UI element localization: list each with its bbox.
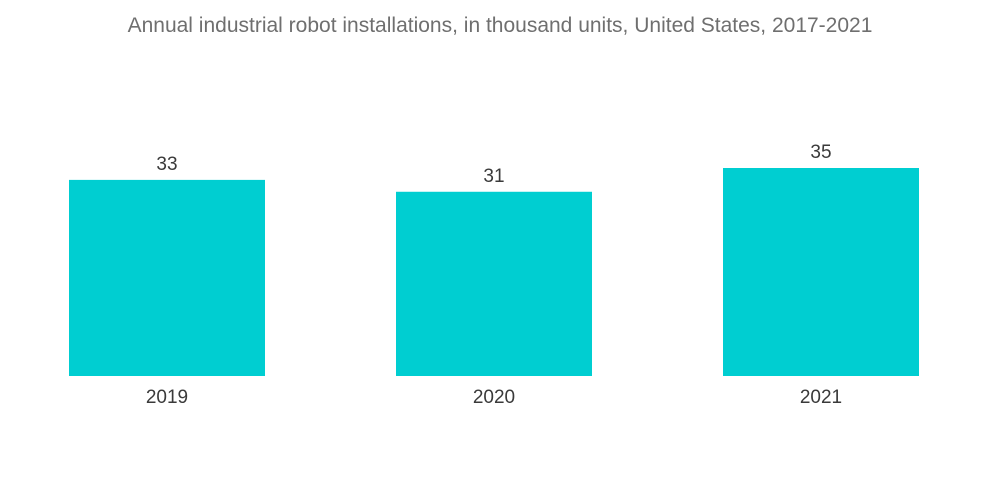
value-label-2020: 31: [483, 166, 504, 187]
bar-2020: [396, 191, 592, 376]
value-labels-group: 33 31 35: [156, 142, 831, 187]
x-tick-label-2020: 2020: [473, 387, 515, 408]
bar-2019: [69, 179, 265, 376]
x-tick-label-2019: 2019: [146, 387, 188, 408]
chart-title: Annual industrial robot installations, i…: [127, 14, 873, 37]
x-tick-label-2021: 2021: [800, 387, 842, 408]
value-label-2021: 35: [810, 142, 831, 163]
bars-group: [69, 168, 919, 376]
bar-2021: [723, 168, 919, 376]
x-tick-labels-group: 2019 2020 2021: [146, 387, 842, 408]
value-label-2019: 33: [156, 154, 177, 175]
